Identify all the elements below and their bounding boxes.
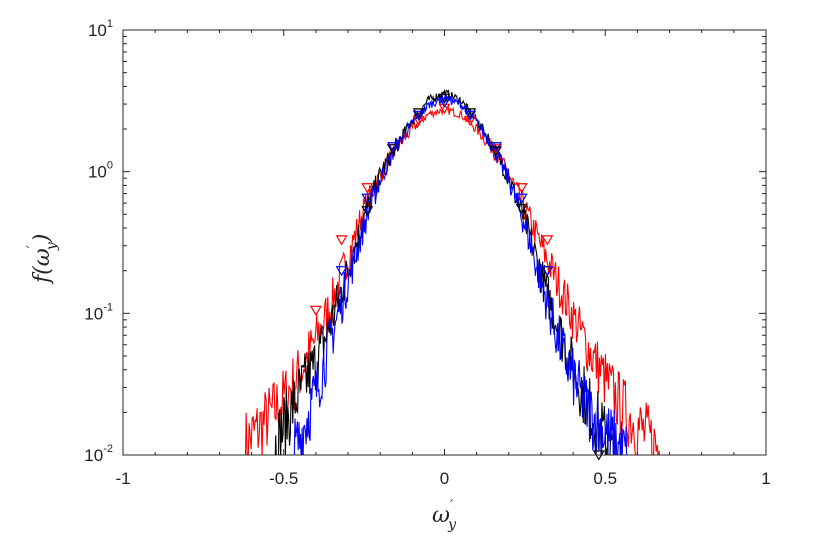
series-layer — [244, 88, 660, 455]
series-2-marker-6 — [489, 142, 502, 153]
series-2-marker-8 — [541, 266, 554, 277]
series-1-marker-0 — [361, 206, 374, 217]
y-axis-label-sub: y — [44, 241, 60, 251]
series-2-marker-7 — [515, 193, 528, 204]
y-tick-label-2: 100 — [88, 160, 113, 182]
y-axis-label-close: ) — [30, 234, 55, 244]
series-2-marker-0 — [335, 266, 348, 277]
series-0-marker-8 — [515, 183, 528, 194]
series-1-marker-4 — [464, 108, 477, 119]
y-tick-label-base: 10 — [84, 304, 103, 323]
y-tick-label-0: 10-2 — [84, 443, 113, 465]
y-tick-label-base: 10 — [88, 163, 107, 182]
series-2-marker-1 — [361, 193, 374, 204]
series-0-marker-7 — [489, 144, 502, 155]
series-line-1 — [274, 88, 616, 455]
x-tick-label-3: 0.5 — [593, 469, 617, 488]
y-tick-label-exponent: -2 — [103, 443, 113, 455]
x-tick-label-2: 0 — [440, 469, 449, 488]
y-axis-label: f(ω′ y) — [25, 234, 60, 285]
y-tick-label-base: 10 — [88, 21, 107, 40]
series-1-marker-2 — [412, 108, 425, 119]
x-tick-labels: -1 -0.5 0 0.5 1 — [115, 469, 770, 488]
y-axis-label-sup: ′ — [25, 244, 41, 248]
y-axis-label-func: f( — [30, 266, 55, 285]
y-tick-label-base: 10 — [84, 446, 103, 465]
series-2-marker-4 — [438, 97, 451, 108]
y-tick-label-3: 101 — [88, 18, 113, 40]
y-tick-label-exponent: 1 — [107, 18, 113, 30]
tick-layer — [122, 29, 767, 456]
series-1-marker-1 — [387, 144, 400, 155]
series-2-marker-5 — [464, 110, 477, 121]
series-0-marker-2 — [361, 183, 374, 194]
y-axis-label-base: ω — [30, 248, 55, 266]
y-tick-label-exponent: -1 — [103, 301, 113, 313]
series-0-marker-0 — [309, 305, 322, 317]
x-axis-label: ω′ y — [432, 498, 457, 533]
series-2-marker-2 — [387, 142, 400, 153]
series-1-marker-6 — [515, 203, 528, 215]
series-line-0 — [244, 104, 660, 455]
x-axis-label-sub: y — [447, 517, 457, 533]
series-line-2 — [293, 94, 628, 455]
series-0-marker-1 — [335, 235, 348, 246]
x-axis-label-sup: ′ — [450, 498, 454, 514]
x-tick-label-4: 1 — [761, 469, 770, 488]
series-0-marker-9 — [541, 235, 554, 246]
x-tick-label-0: -1 — [115, 469, 130, 488]
x-tick-label-1: -0.5 — [269, 469, 298, 488]
x-axis-label-base: ω — [432, 503, 450, 528]
y-tick-label-exponent: 0 — [107, 160, 113, 172]
series-0-marker-5 — [438, 103, 451, 115]
plot-background — [123, 30, 766, 455]
series-2-marker-3 — [412, 110, 425, 121]
series-1-marker-5 — [489, 146, 502, 157]
y-tick-label-1: 10-1 — [84, 301, 113, 323]
